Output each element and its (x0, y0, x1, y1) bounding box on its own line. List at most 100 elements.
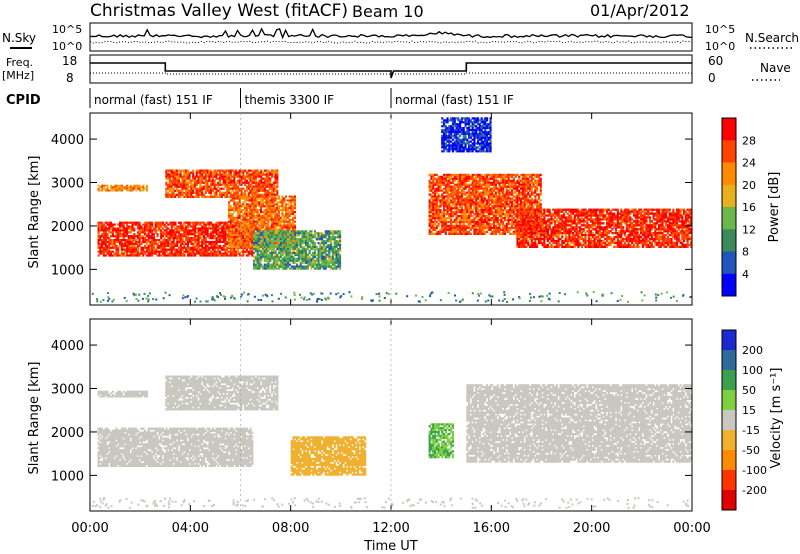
heatmap-cell (498, 187, 501, 190)
heatmap-cell (446, 195, 449, 198)
heatmap-cell (222, 193, 225, 196)
heatmap-cell (117, 237, 120, 240)
heatmap-cell (493, 173, 496, 177)
heatmap-cell (111, 225, 114, 228)
heatmap-cell (195, 235, 198, 238)
heatmap-cell (228, 173, 231, 176)
heatmap-cell (256, 199, 259, 202)
heatmap-cell (473, 203, 476, 206)
heatmap-cell (129, 237, 132, 240)
heatmap-cell (446, 191, 449, 194)
heatmap-cell (126, 231, 129, 234)
heatmap-cell (269, 247, 272, 251)
heatmap-cell (192, 239, 195, 242)
heatmap-cell (443, 209, 446, 212)
heatmap-cell (498, 215, 501, 218)
heatmap-cell (339, 232, 342, 235)
heatmap-cell (277, 195, 280, 198)
heatmap-cell (260, 259, 263, 262)
heatmap-cell (219, 235, 222, 238)
heatmap-cell (211, 175, 214, 178)
heatmap-cell (475, 211, 478, 214)
heatmap-cell (145, 227, 148, 230)
heatmap-cell (303, 238, 306, 241)
heatmap-cell (260, 216, 263, 219)
noise-panel: N.Sky 10^5 10^0 10^5 10^0 N.Search (2, 22, 799, 53)
heatmap-cell (217, 233, 220, 236)
heatmap-cell (451, 187, 454, 190)
heatmap-cell (322, 242, 325, 245)
heatmap-cell (319, 265, 322, 268)
heatmap-cell (249, 205, 252, 208)
heatmap-cell (428, 183, 431, 186)
heatmap-cell (204, 244, 207, 247)
heatmap-cell (254, 214, 257, 217)
heatmap-cell (244, 211, 247, 214)
heatmap-cell (285, 255, 288, 258)
heatmap-cell (133, 246, 136, 249)
heatmap-cell (270, 201, 273, 204)
heatmap-cell (496, 187, 499, 190)
heatmap-cell (140, 227, 143, 230)
heatmap-cell (220, 195, 223, 198)
heatmap-cell (226, 173, 229, 176)
heatmap-cell (502, 187, 505, 190)
heatmap-cell (430, 215, 433, 218)
heatmap-cell (434, 181, 437, 184)
heatmap-cell (101, 187, 104, 190)
heatmap-cell (186, 244, 189, 247)
heatmap-cell (457, 217, 460, 220)
heatmap-cell (494, 230, 497, 233)
heatmap-cell (477, 201, 480, 204)
heatmap-cell (310, 240, 313, 243)
heatmap-cell (152, 252, 155, 255)
heatmap-cell (475, 189, 478, 192)
heatmap-cell (502, 175, 505, 179)
heatmap-cell (252, 203, 255, 206)
heatmap-cell (285, 207, 288, 210)
heatmap-cell (303, 249, 306, 253)
heatmap-cell (99, 189, 102, 192)
heatmap-cell (195, 240, 198, 244)
heatmap-cell (201, 231, 204, 234)
heatmap-cell (127, 225, 130, 228)
heatmap-cell (459, 226, 462, 230)
heatmap-cell (119, 229, 122, 232)
heatmap-cell (301, 265, 304, 268)
heatmap-cell (174, 173, 177, 176)
heatmap-cell (215, 246, 218, 249)
heatmap-cell (439, 187, 442, 190)
heatmap-cell (106, 250, 109, 253)
heatmap-cell (306, 255, 309, 258)
heatmap-cell (236, 241, 239, 245)
heatmap-cell (441, 213, 444, 216)
heatmap-cell (188, 189, 191, 192)
heatmap-cell (274, 218, 277, 221)
heatmap-cell (272, 203, 275, 206)
heatmap-cell (288, 236, 291, 239)
heatmap-cell (111, 254, 114, 257)
heatmap-cell (279, 220, 282, 223)
heatmap-cell (272, 201, 275, 204)
heatmap-cell (339, 265, 342, 268)
heatmap-cell (260, 183, 263, 186)
heatmap-cell (337, 244, 340, 247)
heatmap-cell (119, 223, 122, 226)
heatmap-cell (244, 197, 247, 200)
heatmap-cell (204, 191, 207, 194)
heatmap-cell (287, 238, 290, 241)
heatmap-cell (179, 223, 182, 226)
heatmap-cell (190, 189, 193, 192)
heatmap-cell (272, 259, 275, 262)
heatmap-cell (133, 250, 136, 253)
heatmap-cell (231, 181, 234, 184)
heatmap-cell (435, 217, 438, 220)
heatmap-cell (478, 224, 481, 228)
heatmap-cell (102, 252, 105, 255)
heatmap-cell (242, 191, 245, 194)
heatmap-cell (122, 237, 125, 240)
heatmap-cell (228, 226, 231, 229)
heatmap-cell (104, 227, 107, 230)
heatmap-cell (111, 244, 114, 247)
heatmap-cell (172, 183, 175, 186)
